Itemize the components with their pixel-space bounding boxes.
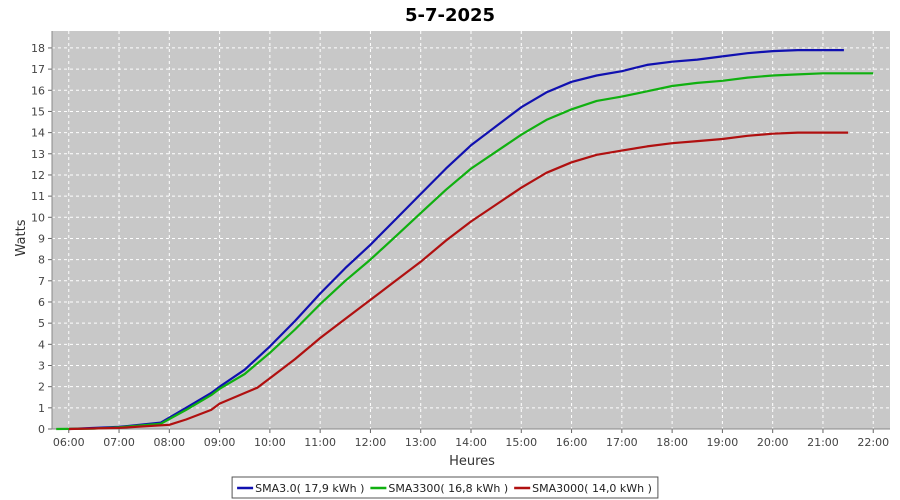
x-tick-label: 08:00 (153, 436, 185, 449)
y-tick-label: 5 (38, 317, 45, 330)
y-tick-label: 8 (38, 254, 45, 267)
y-axis-label: Watts (14, 219, 29, 256)
y-tick-label: 13 (31, 148, 45, 161)
x-tick-label: 22:00 (857, 436, 889, 449)
x-tick-label: 18:00 (656, 436, 688, 449)
y-tick-label: 0 (38, 423, 45, 436)
y-tick-label: 11 (31, 190, 45, 203)
x-tick-label: 12:00 (355, 436, 387, 449)
y-tick-label: 18 (31, 42, 45, 55)
x-tick-label: 13:00 (405, 436, 437, 449)
y-tick-label: 15 (31, 105, 45, 118)
x-tick-label: 15:00 (505, 436, 537, 449)
x-tick-label: 07:00 (103, 436, 135, 449)
y-tick-label: 17 (31, 63, 45, 76)
x-axis-label: Heures (449, 454, 495, 469)
x-tick-label: 06:00 (53, 436, 85, 449)
x-tick-label: 17:00 (606, 436, 638, 449)
legend: SMA3.0( 17,9 kWh ) SMA3300( 16,8 kWh ) SMA… (231, 476, 659, 499)
x-tick-label: 16:00 (556, 436, 588, 449)
y-tick-label: 10 (31, 211, 45, 224)
legend-box (231, 476, 659, 499)
legend-label: SMA3000( 14,0 kWh ) (532, 482, 652, 495)
y-tick-label: 14 (31, 127, 45, 140)
y-tick-label: 4 (38, 338, 45, 351)
series-line (68, 131, 849, 431)
y-tick-label: 3 (38, 359, 45, 372)
series-line (56, 72, 874, 431)
series-line (68, 49, 844, 431)
y-tick-label: 6 (38, 296, 45, 309)
x-tick-label: 10:00 (254, 436, 286, 449)
y-tick-label: 1 (38, 402, 45, 415)
series-group (56, 49, 874, 431)
x-tick-label: 20:00 (757, 436, 789, 449)
x-tick-label: 21:00 (807, 436, 839, 449)
y-tick-label: 16 (31, 84, 45, 97)
chart-title: 5-7-2025 (405, 5, 495, 26)
legend-label: SMA3300( 16,8 kWh ) (388, 482, 508, 495)
y-tick-label: 7 (38, 275, 45, 288)
grid (52, 31, 890, 430)
x-tick-label: 11:00 (304, 436, 336, 449)
legend-label: SMA3.0( 17,9 kWh ) (255, 482, 364, 495)
y-tick-label: 12 (31, 169, 45, 182)
y-tick-label: 9 (38, 232, 45, 245)
x-tick-label: 09:00 (204, 436, 236, 449)
x-tick-label: 19:00 (707, 436, 739, 449)
x-tick-label: 14:00 (455, 436, 487, 449)
y-tick-label: 2 (38, 381, 45, 394)
